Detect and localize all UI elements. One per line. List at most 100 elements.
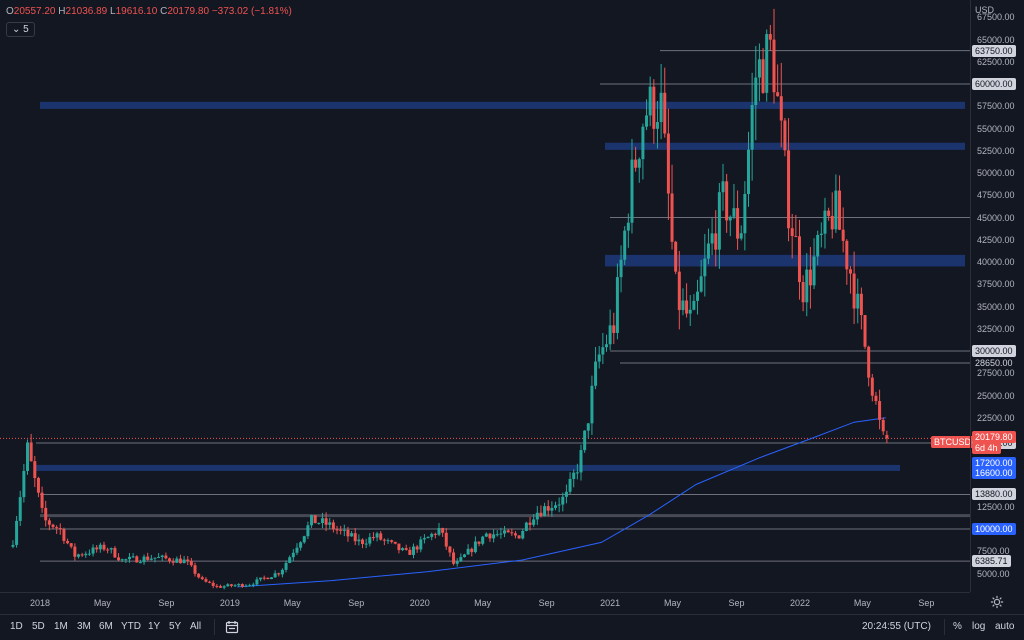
candle-body [335,529,339,531]
time-tick-label: May [93,598,111,608]
level-price-label: 63750.00 [972,44,1016,57]
candle-body [452,552,456,564]
range-5d-button[interactable]: 5D [32,621,45,632]
range-6m-button[interactable]: 6M [99,621,113,632]
candle-body [95,547,99,550]
candle-body [299,542,303,548]
candle-body [470,548,474,553]
candle-body [794,236,798,238]
indicators-collapse-button[interactable]: ⌄ 5 [6,22,35,37]
candle-body [262,577,266,579]
candle-body [138,562,142,564]
candle-body [601,347,605,355]
candle-body [728,216,732,221]
bar-countdown-label: 6d 4h [972,442,1001,455]
candle-body [26,442,30,471]
candle-body [717,192,721,250]
toolbar-divider [214,619,215,635]
candle-body [127,556,131,560]
candle-body [852,273,856,309]
candle-body [200,577,204,580]
candle-body [488,533,492,539]
candle-body [827,210,831,216]
candle-body [790,228,794,237]
candle-body [579,450,583,473]
candle-body [823,210,827,234]
time-tick-label: Sep [348,598,365,608]
candle-body [666,133,670,194]
gear-icon[interactable] [990,595,1004,609]
candle-body [84,553,88,556]
range-all-button[interactable]: All [190,621,202,632]
candle-body [397,543,401,551]
candle-body [401,548,405,551]
candle-body [357,539,361,542]
candle-body [266,577,270,580]
level-price-label: 13880.00 [972,488,1016,501]
candle-body [361,539,365,545]
high-label: H [58,6,66,17]
auto-scale-toggle[interactable]: auto [995,621,1015,632]
candle-body [426,536,430,539]
chart-pane[interactable]: O20557.20 H21036.89 L19616.10 C20179.80 … [0,0,975,592]
range-ytd-button[interactable]: YTD [121,621,141,632]
candle-body [546,506,550,511]
open-value: 20557.20 [13,6,56,17]
chevron-down-icon: ⌄ [12,24,21,35]
candle-body [848,269,852,274]
candle-body [233,585,237,587]
candle-body [58,528,62,530]
level-price-label: 16600.00 [972,467,1016,480]
candle-body [845,240,849,270]
candle-body [244,585,248,587]
candle-body [433,533,437,535]
candle-body [124,559,128,561]
time-axis[interactable]: 2018 May Sep 2019 May Sep 2020 May Sep 2021 May Sep… [0,592,970,614]
log-scale-toggle[interactable]: log [972,621,986,632]
candle-body [310,515,314,526]
range-5y-button[interactable]: 5Y [169,621,182,632]
candle-body [146,556,150,560]
candle-body [411,546,415,555]
range-1m-button[interactable]: 1M [54,621,68,632]
candle-body [106,549,110,551]
currency-label[interactable]: USD [975,5,995,15]
candle-body [725,181,729,221]
candle-body [255,579,259,585]
utc-clock[interactable]: 20:24:55 (UTC) [862,621,931,632]
range-1d-button[interactable]: 1D [10,621,23,632]
candle-body [386,540,390,542]
candle-body [211,582,215,586]
level-price-label: 10000.00 [972,523,1016,535]
candle-body [288,557,292,563]
candlestick-chart[interactable] [0,0,970,592]
candle-body [320,518,324,524]
candle-body [259,577,263,580]
candle-body [655,122,659,129]
candle-body [630,159,634,223]
candle-body [768,34,772,40]
candle-body [564,491,568,497]
candle-body [251,584,255,586]
range-3m-button[interactable]: 3M [77,621,91,632]
candle-body [189,561,193,566]
percent-scale-toggle[interactable]: % [953,621,962,632]
candle-body [168,558,172,562]
date-range-icon[interactable] [225,620,239,634]
candle-body [331,522,335,530]
candle-body [615,277,619,333]
price-axis[interactable]: USD 67500.00 65000.00 62500.00 57500.00 5500… [970,0,1024,592]
bottom-toolbar: 1D 5D 1M 3M 6M YTD 1Y 5Y All 20:24:55 (U… [0,614,1024,640]
candle-body [131,556,135,558]
candle-body [40,492,44,508]
candle-body [623,230,627,260]
candle-body [328,522,332,525]
candle-body [415,546,419,550]
candle-body [350,533,354,537]
candle-body [441,528,445,533]
candle-body [248,585,252,587]
range-1y-button[interactable]: 1Y [148,621,161,632]
candle-body [608,325,612,345]
candle-body [739,233,743,239]
candle-body [226,584,230,587]
